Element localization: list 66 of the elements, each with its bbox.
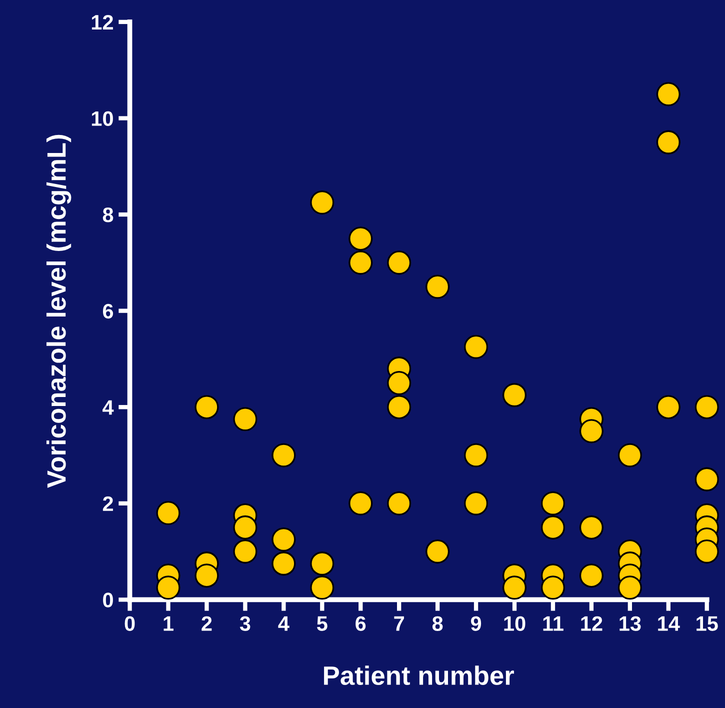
point bbox=[310, 552, 334, 576]
point bbox=[694, 467, 719, 492]
point bbox=[156, 500, 180, 526]
point bbox=[656, 130, 680, 154]
y-axis-title: Voriconazole level (mcg/mL) bbox=[46, 134, 72, 488]
y-tick-label: 12 bbox=[92, 14, 113, 30]
x-tick-label: 7 bbox=[394, 616, 404, 631]
x-tick-label: 2 bbox=[202, 616, 212, 631]
x-tick-label: 3 bbox=[240, 616, 250, 631]
point bbox=[387, 370, 412, 396]
x-tick-label: 8 bbox=[432, 616, 443, 631]
y-tick-label: 8 bbox=[102, 208, 114, 222]
y-tick-label: 2 bbox=[102, 496, 113, 511]
point bbox=[502, 383, 527, 408]
point bbox=[233, 515, 258, 540]
point bbox=[387, 395, 412, 420]
point bbox=[272, 443, 296, 468]
point bbox=[579, 419, 604, 444]
x-tick-label: 1 bbox=[164, 616, 174, 631]
point bbox=[233, 540, 258, 564]
x-tick-label: 0 bbox=[124, 616, 135, 631]
point bbox=[502, 576, 527, 600]
x-tick-label: 15 bbox=[696, 616, 718, 631]
point bbox=[464, 491, 488, 516]
point bbox=[618, 576, 642, 600]
y-tick-label: 0 bbox=[103, 592, 113, 608]
point bbox=[310, 190, 334, 215]
x-tick-label: 13 bbox=[620, 616, 641, 631]
point bbox=[464, 443, 488, 468]
point bbox=[387, 250, 412, 275]
x-tick-label: 4 bbox=[278, 616, 290, 631]
point bbox=[656, 82, 680, 106]
point bbox=[310, 576, 334, 600]
point bbox=[194, 395, 219, 420]
y-tick-label: 10 bbox=[92, 111, 113, 126]
x-tick-label: 11 bbox=[543, 616, 564, 631]
point bbox=[464, 334, 488, 359]
point bbox=[233, 407, 258, 432]
point bbox=[156, 576, 180, 600]
point bbox=[348, 491, 373, 516]
point bbox=[426, 540, 450, 564]
point bbox=[348, 250, 373, 275]
point bbox=[540, 515, 566, 540]
x-tick-label: 14 bbox=[658, 616, 680, 631]
x-tick-label: 12 bbox=[581, 616, 602, 631]
point bbox=[426, 274, 450, 299]
point bbox=[579, 515, 604, 540]
point bbox=[694, 540, 719, 564]
point bbox=[272, 527, 296, 552]
x-tick-label: 9 bbox=[470, 616, 482, 631]
point bbox=[194, 564, 219, 588]
y-tick-label: 4 bbox=[102, 400, 114, 415]
point bbox=[694, 395, 719, 420]
point bbox=[540, 576, 566, 600]
point bbox=[618, 443, 642, 468]
point bbox=[272, 552, 296, 576]
x-tick-label: 5 bbox=[316, 616, 328, 631]
x-axis-title: Patient number bbox=[324, 666, 514, 686]
point bbox=[656, 395, 680, 420]
point bbox=[387, 491, 412, 516]
point bbox=[540, 491, 566, 516]
y-tick-label: 6 bbox=[102, 304, 114, 319]
point bbox=[579, 564, 604, 588]
x-tick-label: 6 bbox=[356, 616, 366, 631]
point bbox=[348, 226, 373, 251]
x-tick-label: 10 bbox=[504, 616, 526, 631]
